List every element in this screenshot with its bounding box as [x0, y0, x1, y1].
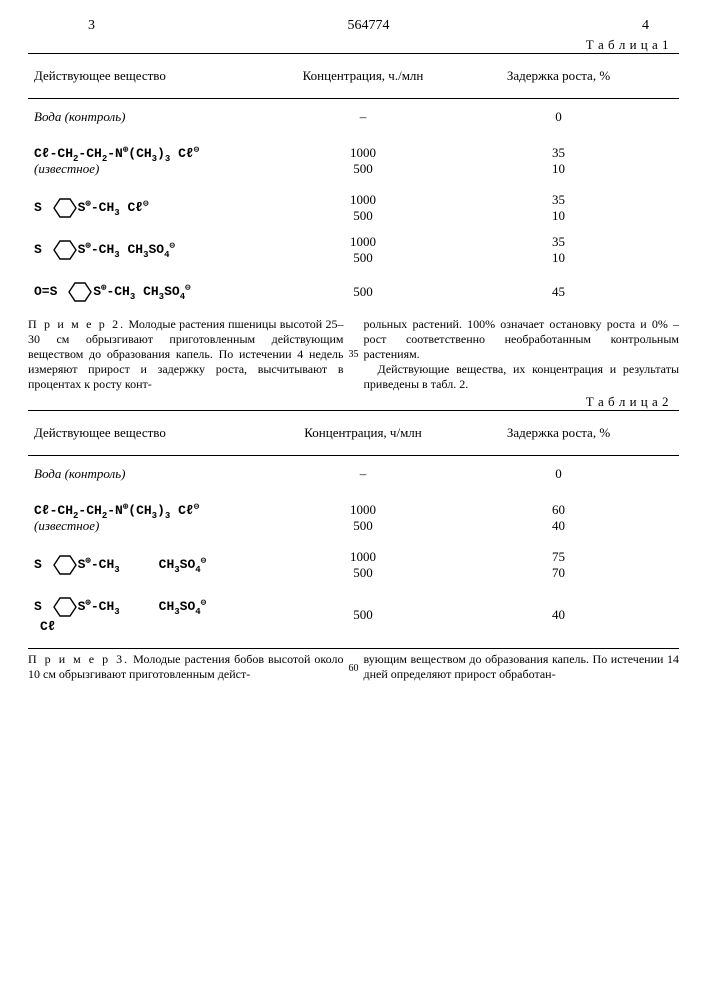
concentration-cell: 1000500 — [288, 229, 438, 271]
retardation-cell: 45 — [438, 271, 679, 313]
substance-cell: Вода (контроль) — [28, 456, 288, 493]
retardation-cell: 0 — [438, 99, 679, 136]
substance-cell: S S⊕-CH3 CH3SO4⊖Cℓ — [28, 586, 288, 644]
retardation-cell: 0 — [438, 456, 679, 493]
table2-label: Т а б л и ц а 2 — [28, 394, 679, 410]
example2-text: 35 П р и м е р 2. Молодые растения пшени… — [28, 317, 679, 392]
concentration-cell: 1000500 — [288, 492, 438, 544]
substance-cell: Cℓ-CH2-CH2-N⊕(CH3)3 Cℓ⊖(известное) — [28, 135, 288, 187]
page-num-right: 4 — [642, 18, 649, 34]
example3-text: 60 П р и м е р 3. Молодые растения бобов… — [28, 648, 679, 682]
table1-label: Т а б л и ц а 1 — [28, 37, 679, 53]
table2: Действующее вещество Концентрация, ч/млн… — [28, 410, 679, 644]
line-no-60: 60 — [349, 663, 359, 676]
concentration-cell: 1000500 — [288, 544, 438, 586]
t2-h2: Концентрация, ч/млн — [288, 411, 438, 456]
page-header: 3 564774 4 — [28, 18, 679, 37]
t1-h2: Концентрация, ч./млн — [288, 54, 438, 99]
concentration-cell: 1000500 — [288, 135, 438, 187]
t1-h3: Задержка роста, % — [438, 54, 679, 99]
retardation-cell: 3510 — [438, 187, 679, 229]
concentration-cell: – — [288, 99, 438, 136]
ex2-head: П р и м е р 2. — [28, 317, 125, 331]
table1: Действующее вещество Концентрация, ч./мл… — [28, 53, 679, 313]
substance-cell: S S⊕-CH3 CH3SO4⊖ — [28, 229, 288, 271]
concentration-cell: 1000500 — [288, 187, 438, 229]
retardation-cell: 3510 — [438, 229, 679, 271]
concentration-cell: 500 — [288, 271, 438, 313]
t2-h3: Задержка роста, % — [438, 411, 679, 456]
concentration-cell: – — [288, 456, 438, 493]
t1-h1: Действующее вещество — [28, 54, 288, 99]
ex3-head: П р и м е р 3. — [28, 652, 129, 666]
substance-cell: Вода (контроль) — [28, 99, 288, 136]
ex3-right: вующим веществом до образования капель. … — [364, 652, 680, 681]
substance-cell: S S⊕-CH3 Cℓ⊖ — [28, 187, 288, 229]
line-no-35: 35 — [349, 349, 359, 362]
retardation-cell: 7570 — [438, 544, 679, 586]
substance-cell: O=S S⊕-CH3 CH3SO4⊖ — [28, 271, 288, 313]
ex2-right1: рольных растений. 100% означает остановк… — [364, 317, 680, 361]
retardation-cell: 6040 — [438, 492, 679, 544]
t2-h1: Действующее вещество — [28, 411, 288, 456]
page-num-left: 3 — [88, 18, 95, 34]
patent-number: 564774 — [95, 18, 642, 34]
substance-cell: S S⊕-CH3 CH3SO4⊖ — [28, 544, 288, 586]
ex2-right2: Действующие вещества, их концентрация и … — [364, 362, 680, 392]
concentration-cell: 500 — [288, 586, 438, 644]
retardation-cell: 40 — [438, 586, 679, 644]
retardation-cell: 3510 — [438, 135, 679, 187]
substance-cell: Cℓ-CH2-CH2-N⊕(CH3)3 Cℓ⊖(известное) — [28, 492, 288, 544]
